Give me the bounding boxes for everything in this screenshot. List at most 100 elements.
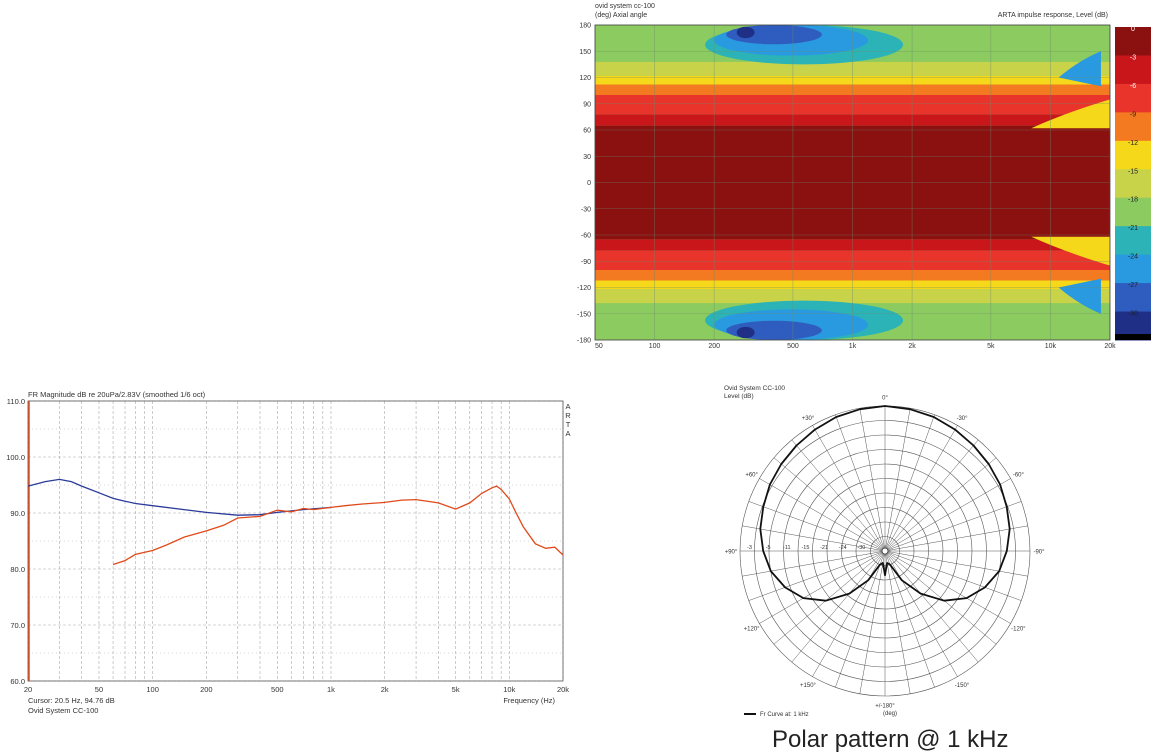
polar-spoke	[884, 550, 1022, 601]
polar-spoke	[884, 457, 997, 552]
sonogram-lobe	[736, 26, 755, 39]
polar-spoke	[748, 550, 886, 601]
sonogram-x-tick: 200	[708, 343, 720, 350]
fr-x-tick: 10k	[503, 685, 515, 694]
polar-angle-label: +30°	[802, 416, 815, 422]
sonogram-ylabel: (deg) Axial angle	[595, 12, 647, 19]
polar-angle-label: -60°	[1013, 473, 1025, 479]
polar-spoke	[759, 550, 886, 624]
sonogram-scale-swatch	[1115, 140, 1151, 170]
polar-spoke	[835, 414, 886, 552]
polar-curve	[759, 405, 1011, 602]
fr-x-tick: 500	[271, 685, 284, 694]
polar-ring-label: -5	[766, 545, 771, 551]
sonogram-y-tick: 30	[583, 154, 591, 161]
sonogram-chart: 50 100 200 500 1k 2k 5k 10k 20k 180 150 120 90 60 30 0 -…	[565, 0, 1159, 358]
sonogram-hf-upper	[1031, 99, 1110, 129]
sonogram-scale-label: -6	[1130, 83, 1136, 90]
fr-x-tick: 100	[146, 685, 159, 694]
polar-ring-label: -21	[820, 545, 828, 551]
polar-spoke	[884, 414, 935, 552]
polar-spoke	[884, 501, 1022, 552]
sonogram-x-tick: 100	[649, 343, 661, 350]
polar-subtitle: Level (dB)	[724, 393, 754, 400]
polar-spoke	[791, 439, 886, 552]
sonogram-x-tick: 500	[787, 343, 799, 350]
polar-angle-label: -30°	[956, 416, 968, 422]
fr-cursor-text: Cursor: 20.5 Hz, 94.76 dB	[28, 696, 115, 705]
sonogram-scale-label: -12	[1128, 140, 1138, 147]
fr-y-tick: 70.0	[10, 621, 25, 630]
polar-spoke	[884, 550, 979, 663]
sonogram-scale-swatch	[1115, 83, 1151, 113]
sonogram-x-tick: 5k	[987, 343, 995, 350]
polar-spoke	[884, 550, 958, 677]
polar-ring-label: -24	[839, 545, 847, 551]
sonogram-scale-label: -15	[1128, 168, 1138, 175]
fr-x-tick: 1k	[327, 685, 335, 694]
sonogram-scale-label: 0	[1131, 26, 1135, 33]
polar-angle-label: -120°	[1011, 627, 1026, 633]
fr-y-tick: 90.0	[10, 509, 25, 518]
polar-chart: Ovid System CC-100 Level (dB) 0° -30° -60° -9…	[700, 383, 1090, 723]
polar-spoke	[884, 550, 1028, 577]
polar-angle-label: +/-180°	[875, 704, 895, 710]
polar-caption: Polar pattern @ 1 kHz	[772, 726, 1009, 753]
fr-y-tick: 110.0	[7, 397, 25, 406]
sonogram-x-tick: 2k	[908, 343, 916, 350]
sonogram-scale-swatch	[1115, 112, 1151, 142]
sonogram-y-tick: -60	[581, 233, 591, 240]
sonogram-scale-swatch	[1115, 254, 1151, 284]
sonogram-scale-swatch	[1115, 197, 1151, 227]
fr-side-label: T	[566, 420, 571, 429]
sonogram-y-tick: -90	[581, 259, 591, 266]
sonogram-scale-swatch	[1115, 226, 1151, 256]
sonogram-y-tick: 0	[587, 180, 591, 187]
sonogram-y-tick: -30	[581, 206, 591, 213]
sonogram-svg: 50 100 200 500 1k 2k 5k 10k 20k 180 150 120 90 60 30 0 -…	[577, 3, 1151, 358]
sonogram-x-tick: 50	[595, 343, 603, 350]
fr-x-tick: 50	[95, 685, 103, 694]
sonogram-y-tick: 180	[579, 23, 591, 30]
fr-frame	[27, 400, 564, 682]
fr-title: FR Magnitude dB re 20uPa/2.83V (smoothed…	[28, 390, 206, 399]
fr-side-label: R	[565, 411, 571, 420]
polar-spoke	[759, 478, 886, 552]
sonogram-scale-swatch	[1115, 283, 1151, 313]
sonogram-scale-label: -3	[1130, 54, 1136, 61]
fr-side-label: A	[565, 429, 570, 438]
polar-spoke	[884, 478, 1011, 552]
sonogram-scale-swatch	[1115, 169, 1151, 199]
fr-series-far-field	[112, 485, 564, 566]
fr-x-tick: 5k	[452, 685, 460, 694]
polar-spoke	[884, 425, 958, 552]
sonogram-y-tick: 90	[583, 101, 591, 108]
polar-angle-label: +60°	[745, 473, 758, 479]
sonogram-scale-label: -24	[1128, 254, 1138, 261]
frequency-response-svg: 110.0 100.0 90.0 80.0 70.0 60.020 50 100 200 500 1…	[6, 390, 571, 715]
polar-spoke	[812, 425, 886, 552]
polar-spoke	[884, 550, 935, 688]
polar-spoke	[859, 408, 886, 552]
polar-angle-label: -150°	[955, 683, 970, 689]
fr-xlabel: Frequency (Hz)	[503, 696, 555, 705]
polar-ring-label: -3	[747, 545, 752, 551]
frequency-response-chart: 110.0 100.0 90.0 80.0 70.0 60.0 20 50 100 200 500 1…	[0, 385, 580, 720]
polar-spoke	[812, 550, 886, 677]
sonogram-scale-label: -30	[1128, 311, 1138, 318]
sonogram-scale-label: -27	[1128, 282, 1138, 289]
polar-angle-label: +120°	[744, 627, 761, 633]
sonogram-y-tick: -180	[577, 338, 591, 345]
fr-name-text: Ovid System CC-100	[28, 706, 98, 715]
sonogram-right-title: ARTA impulse response, Level (dB)	[998, 12, 1108, 19]
sonogram-frame	[594, 24, 1111, 341]
sonogram-scale-label: -9	[1130, 111, 1136, 118]
polar-spoke	[884, 550, 1011, 624]
sonogram-y-tick: -120	[577, 285, 591, 292]
polar-unit-label: (deg)	[883, 711, 897, 717]
polar-center	[881, 547, 889, 555]
sonogram-y-tick: 120	[579, 75, 591, 82]
polar-spoke	[773, 457, 886, 552]
sonogram-scale-label: -18	[1128, 197, 1138, 204]
sonogram-x-tick: 1k	[849, 343, 857, 350]
